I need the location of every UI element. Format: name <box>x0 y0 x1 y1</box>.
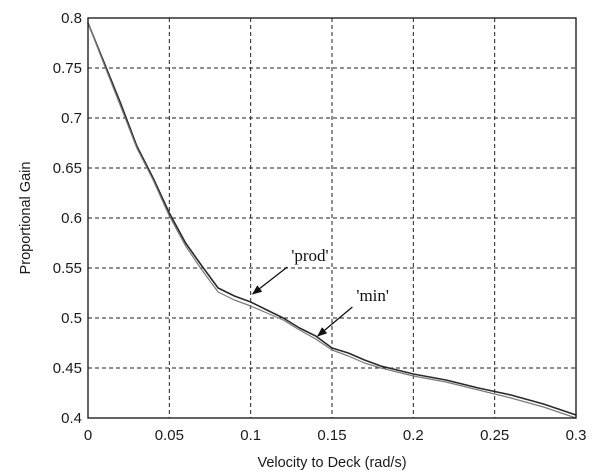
y-tick-label: 0.7 <box>61 110 82 127</box>
annotation-arrow <box>316 306 353 337</box>
y-tick-label: 0.4 <box>61 410 82 427</box>
y-tick-label: 0.65 <box>53 160 82 177</box>
plot-area <box>87 22 577 419</box>
y-tick-label: 0.6 <box>61 210 82 227</box>
x-axis-label: Velocity to Deck (rad/s) <box>257 455 406 471</box>
grid <box>88 18 576 418</box>
annotations: 'prod' 'min' <box>251 246 389 337</box>
series-line-min <box>87 22 577 419</box>
tick-labels: 0 0.05 0.1 0.15 0.2 0.25 0.3 0.4 0.45 0.5 0.55 0.6 0… <box>53 10 587 444</box>
x-tick-label: 0.25 <box>480 427 509 444</box>
y-tick-label: 0.45 <box>53 360 82 377</box>
x-tick-label: 0.05 <box>155 427 184 444</box>
y-tick-label: 0.8 <box>61 10 82 27</box>
y-axis-label: Proportional Gain <box>18 162 34 275</box>
series-line-prod <box>87 22 577 416</box>
x-tick-label: 0.1 <box>240 427 261 444</box>
annotation-arrow <box>251 266 288 295</box>
y-tick-label: 0.55 <box>53 260 82 277</box>
y-tick-label: 0.5 <box>61 310 82 327</box>
y-tick-label: 0.75 <box>53 60 82 77</box>
plot-frame <box>87 17 577 419</box>
x-tick-label: 0.3 <box>566 427 587 444</box>
annotation-label: 'min' <box>356 286 389 305</box>
x-tick-label: 0.2 <box>403 427 424 444</box>
annotation-label: 'prod' <box>291 246 328 265</box>
x-tick-label: 0 <box>84 427 92 444</box>
x-tick-label: 0.15 <box>317 427 346 444</box>
